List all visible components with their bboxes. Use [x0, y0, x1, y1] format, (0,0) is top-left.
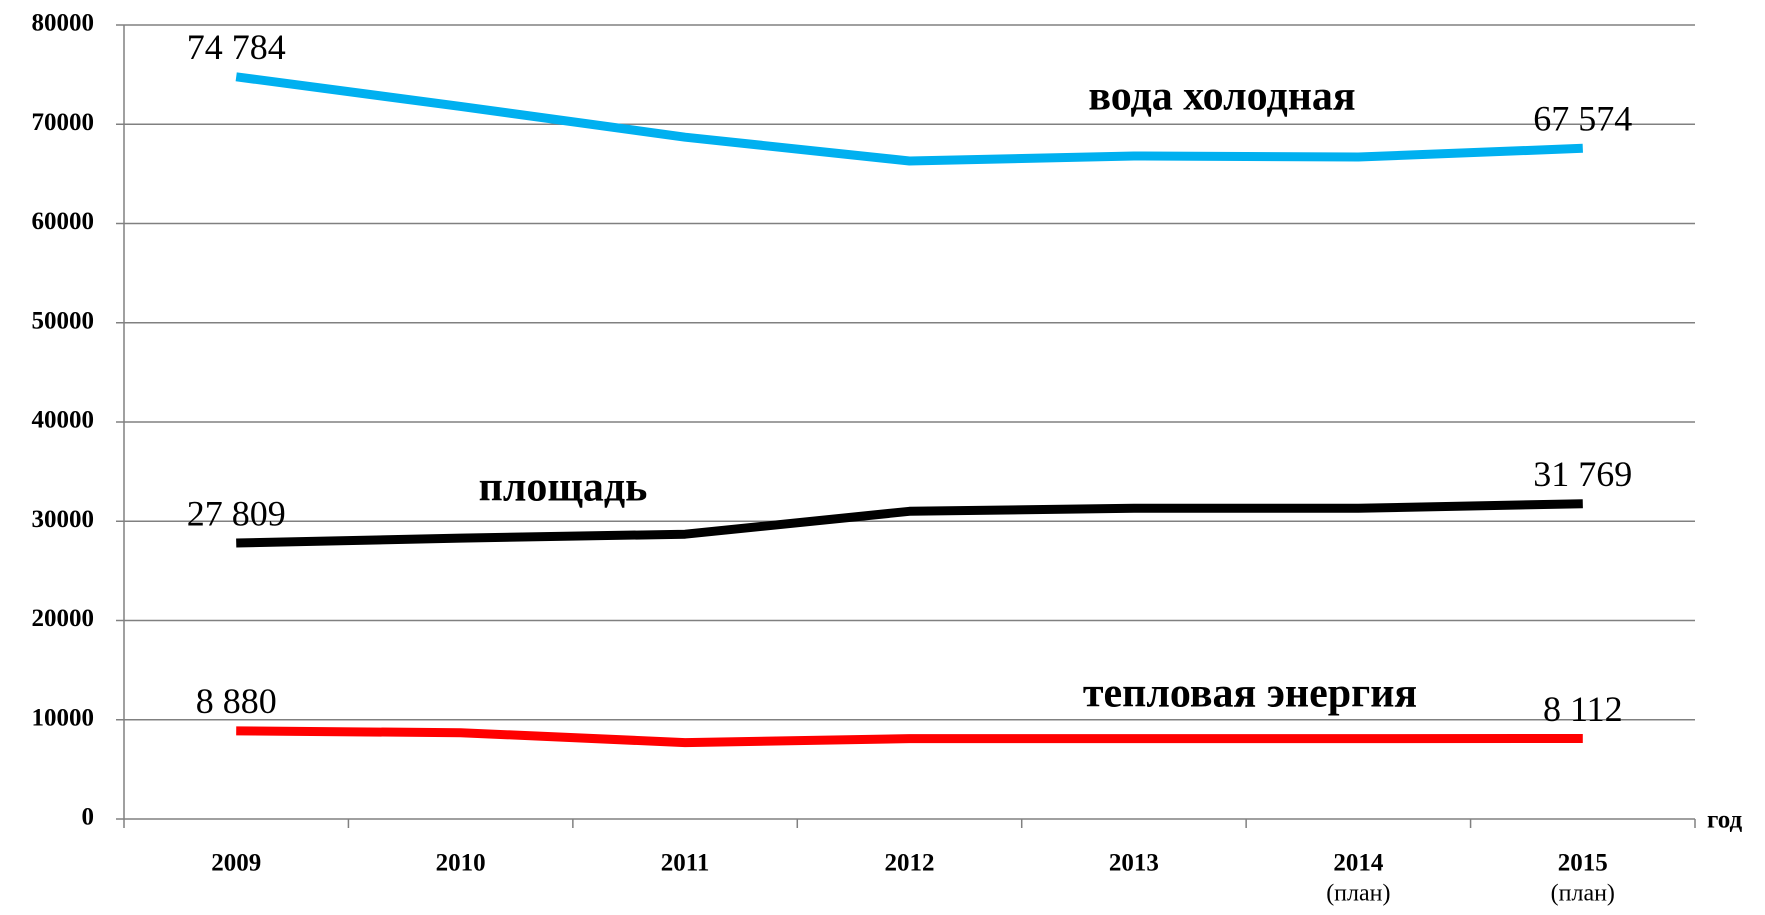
series-line	[236, 499, 1583, 548]
series-line	[236, 726, 1583, 748]
series-name: тепловая энергия	[1083, 671, 1417, 717]
x-tick-label: 2013	[1109, 850, 1159, 877]
x-tick-label: 2011	[661, 850, 710, 877]
y-tick-label: 80000	[32, 10, 95, 37]
x-axis-label: год	[1707, 807, 1743, 834]
x-tick-label: 2012	[885, 850, 935, 877]
x-tick-note: (план)	[1326, 881, 1390, 907]
value-label: 27 809	[187, 493, 286, 533]
value-label: 8 112	[1543, 689, 1623, 729]
x-tick-note: (план)	[1551, 881, 1615, 907]
x-tick-label: 2010	[436, 850, 486, 877]
x-tick-label: 2009	[211, 850, 261, 877]
y-tick-label: 10000	[32, 704, 95, 731]
series-line	[235, 72, 1583, 166]
value-label: 31 769	[1533, 454, 1632, 494]
y-tick-label: 40000	[32, 407, 95, 434]
y-tick-label: 0	[82, 804, 95, 831]
y-tick-label: 20000	[32, 605, 95, 632]
y-tick-label: 50000	[32, 307, 95, 334]
y-tick-label: 60000	[32, 208, 95, 235]
series-name: площадь	[479, 465, 648, 511]
y-tick-label: 30000	[32, 506, 95, 533]
value-label: 8 880	[196, 681, 277, 721]
value-label: 67 574	[1533, 99, 1632, 139]
series-name: вода холодная	[1088, 74, 1355, 120]
value-label: 74 784	[187, 27, 286, 67]
x-tick-label: 2014	[1333, 850, 1384, 877]
x-tick-label: 2015	[1558, 850, 1608, 877]
y-tick-label: 70000	[32, 109, 95, 136]
